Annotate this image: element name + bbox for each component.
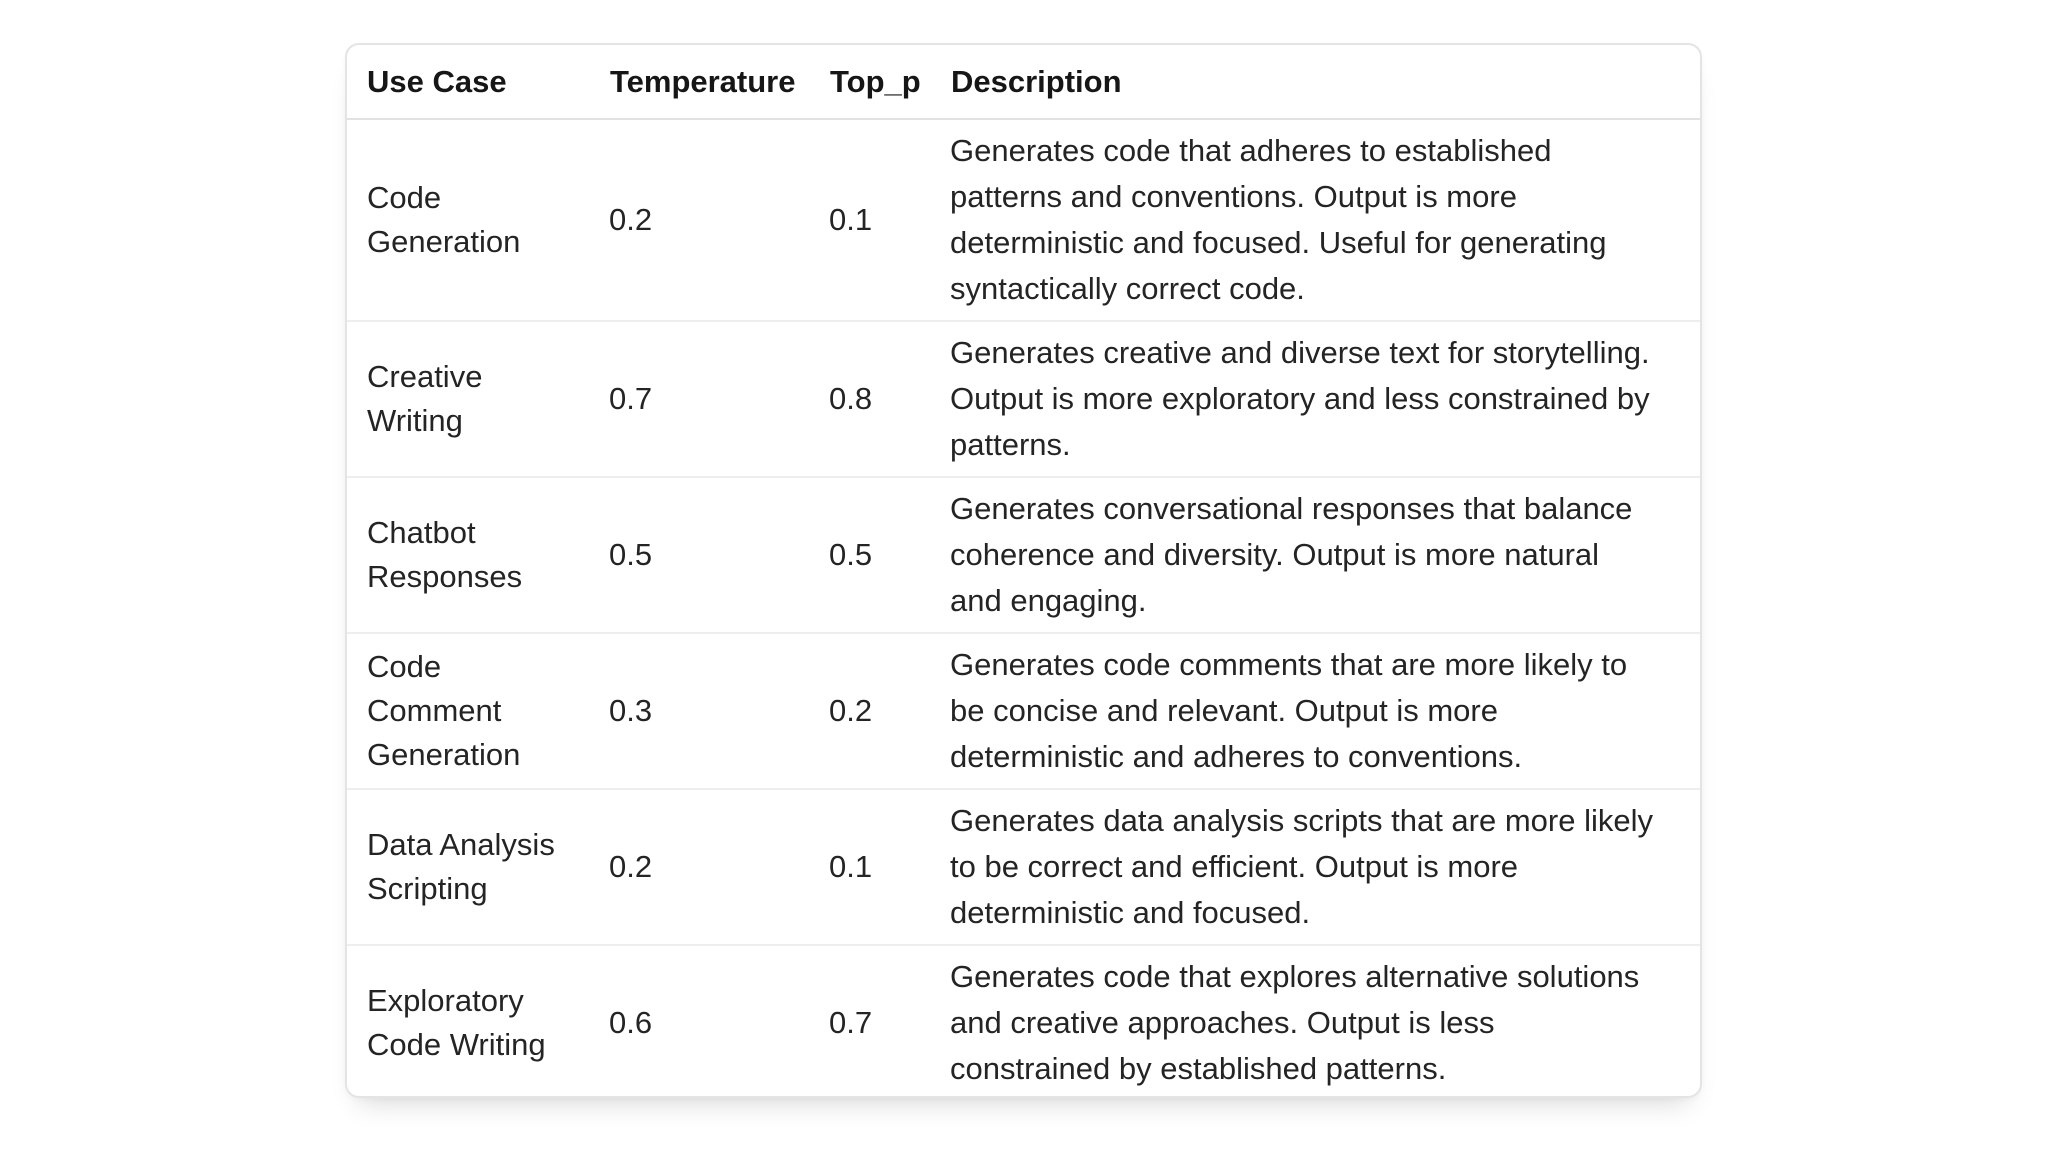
top-p-cell: 0.8 [829,320,950,477]
table-row: Exploratory Code Writing 0.6 0.7 Generat… [347,944,1700,1096]
use-case-cell: Code Generation [367,180,521,259]
description-cell: Generates data analysis scripts that are… [950,788,1700,945]
top-p-cell: 0.1 [829,202,873,237]
parameters-table-card: Use Case Temperature Top_p Description C… [345,43,1702,1098]
temperature-cell: 0.2 [609,788,829,945]
table-row: Code Comment Generation 0.3 0.2 Generate… [347,632,1700,789]
description-cell: Generates code comments that are more li… [950,632,1700,789]
table-header-row: Use Case Temperature Top_p Description [347,45,1700,120]
temperature-cell: 0.5 [609,476,829,633]
use-case-cell: Code Comment Generation [347,632,609,789]
column-header-top-p: Top_p [829,45,950,120]
description-cell: Generates code that explores alternative… [950,944,1700,1096]
table-row: Data Analysis Scripting 0.2 0.1 Generate… [347,788,1700,945]
temperature-cell: 0.2 [609,202,653,237]
table-row: Creative Writing 0.7 0.8 Generates creat… [347,320,1700,477]
use-case-parameters-table: Use Case Temperature Top_p Description C… [347,45,1700,1096]
temperature-cell: 0.6 [609,944,829,1096]
description-cell: Generates creative and diverse text for … [950,320,1700,477]
description-cell: Generates code that adheres to establish… [950,133,1607,306]
column-header-use-case: Use Case [347,45,609,120]
table-row: Code Generation 0.2 0.1 Generates code t… [347,119,1700,321]
column-header-description: Description [950,45,1700,120]
top-p-cell: 0.2 [829,632,950,789]
top-p-cell: 0.7 [829,944,950,1096]
top-p-cell: 0.1 [829,788,950,945]
top-p-cell: 0.5 [829,476,950,633]
table-row: Chatbot Responses 0.5 0.5 Generates conv… [347,476,1700,633]
description-cell: Generates conversational responses that … [950,476,1700,633]
use-case-cell: Creative Writing [347,320,609,477]
use-case-cell: Exploratory Code Writing [347,944,609,1096]
use-case-cell: Chatbot Responses [347,476,609,633]
column-header-temperature: Temperature [609,45,829,120]
use-case-cell: Data Analysis Scripting [347,788,609,945]
temperature-cell: 0.3 [609,632,829,789]
temperature-cell: 0.7 [609,320,829,477]
